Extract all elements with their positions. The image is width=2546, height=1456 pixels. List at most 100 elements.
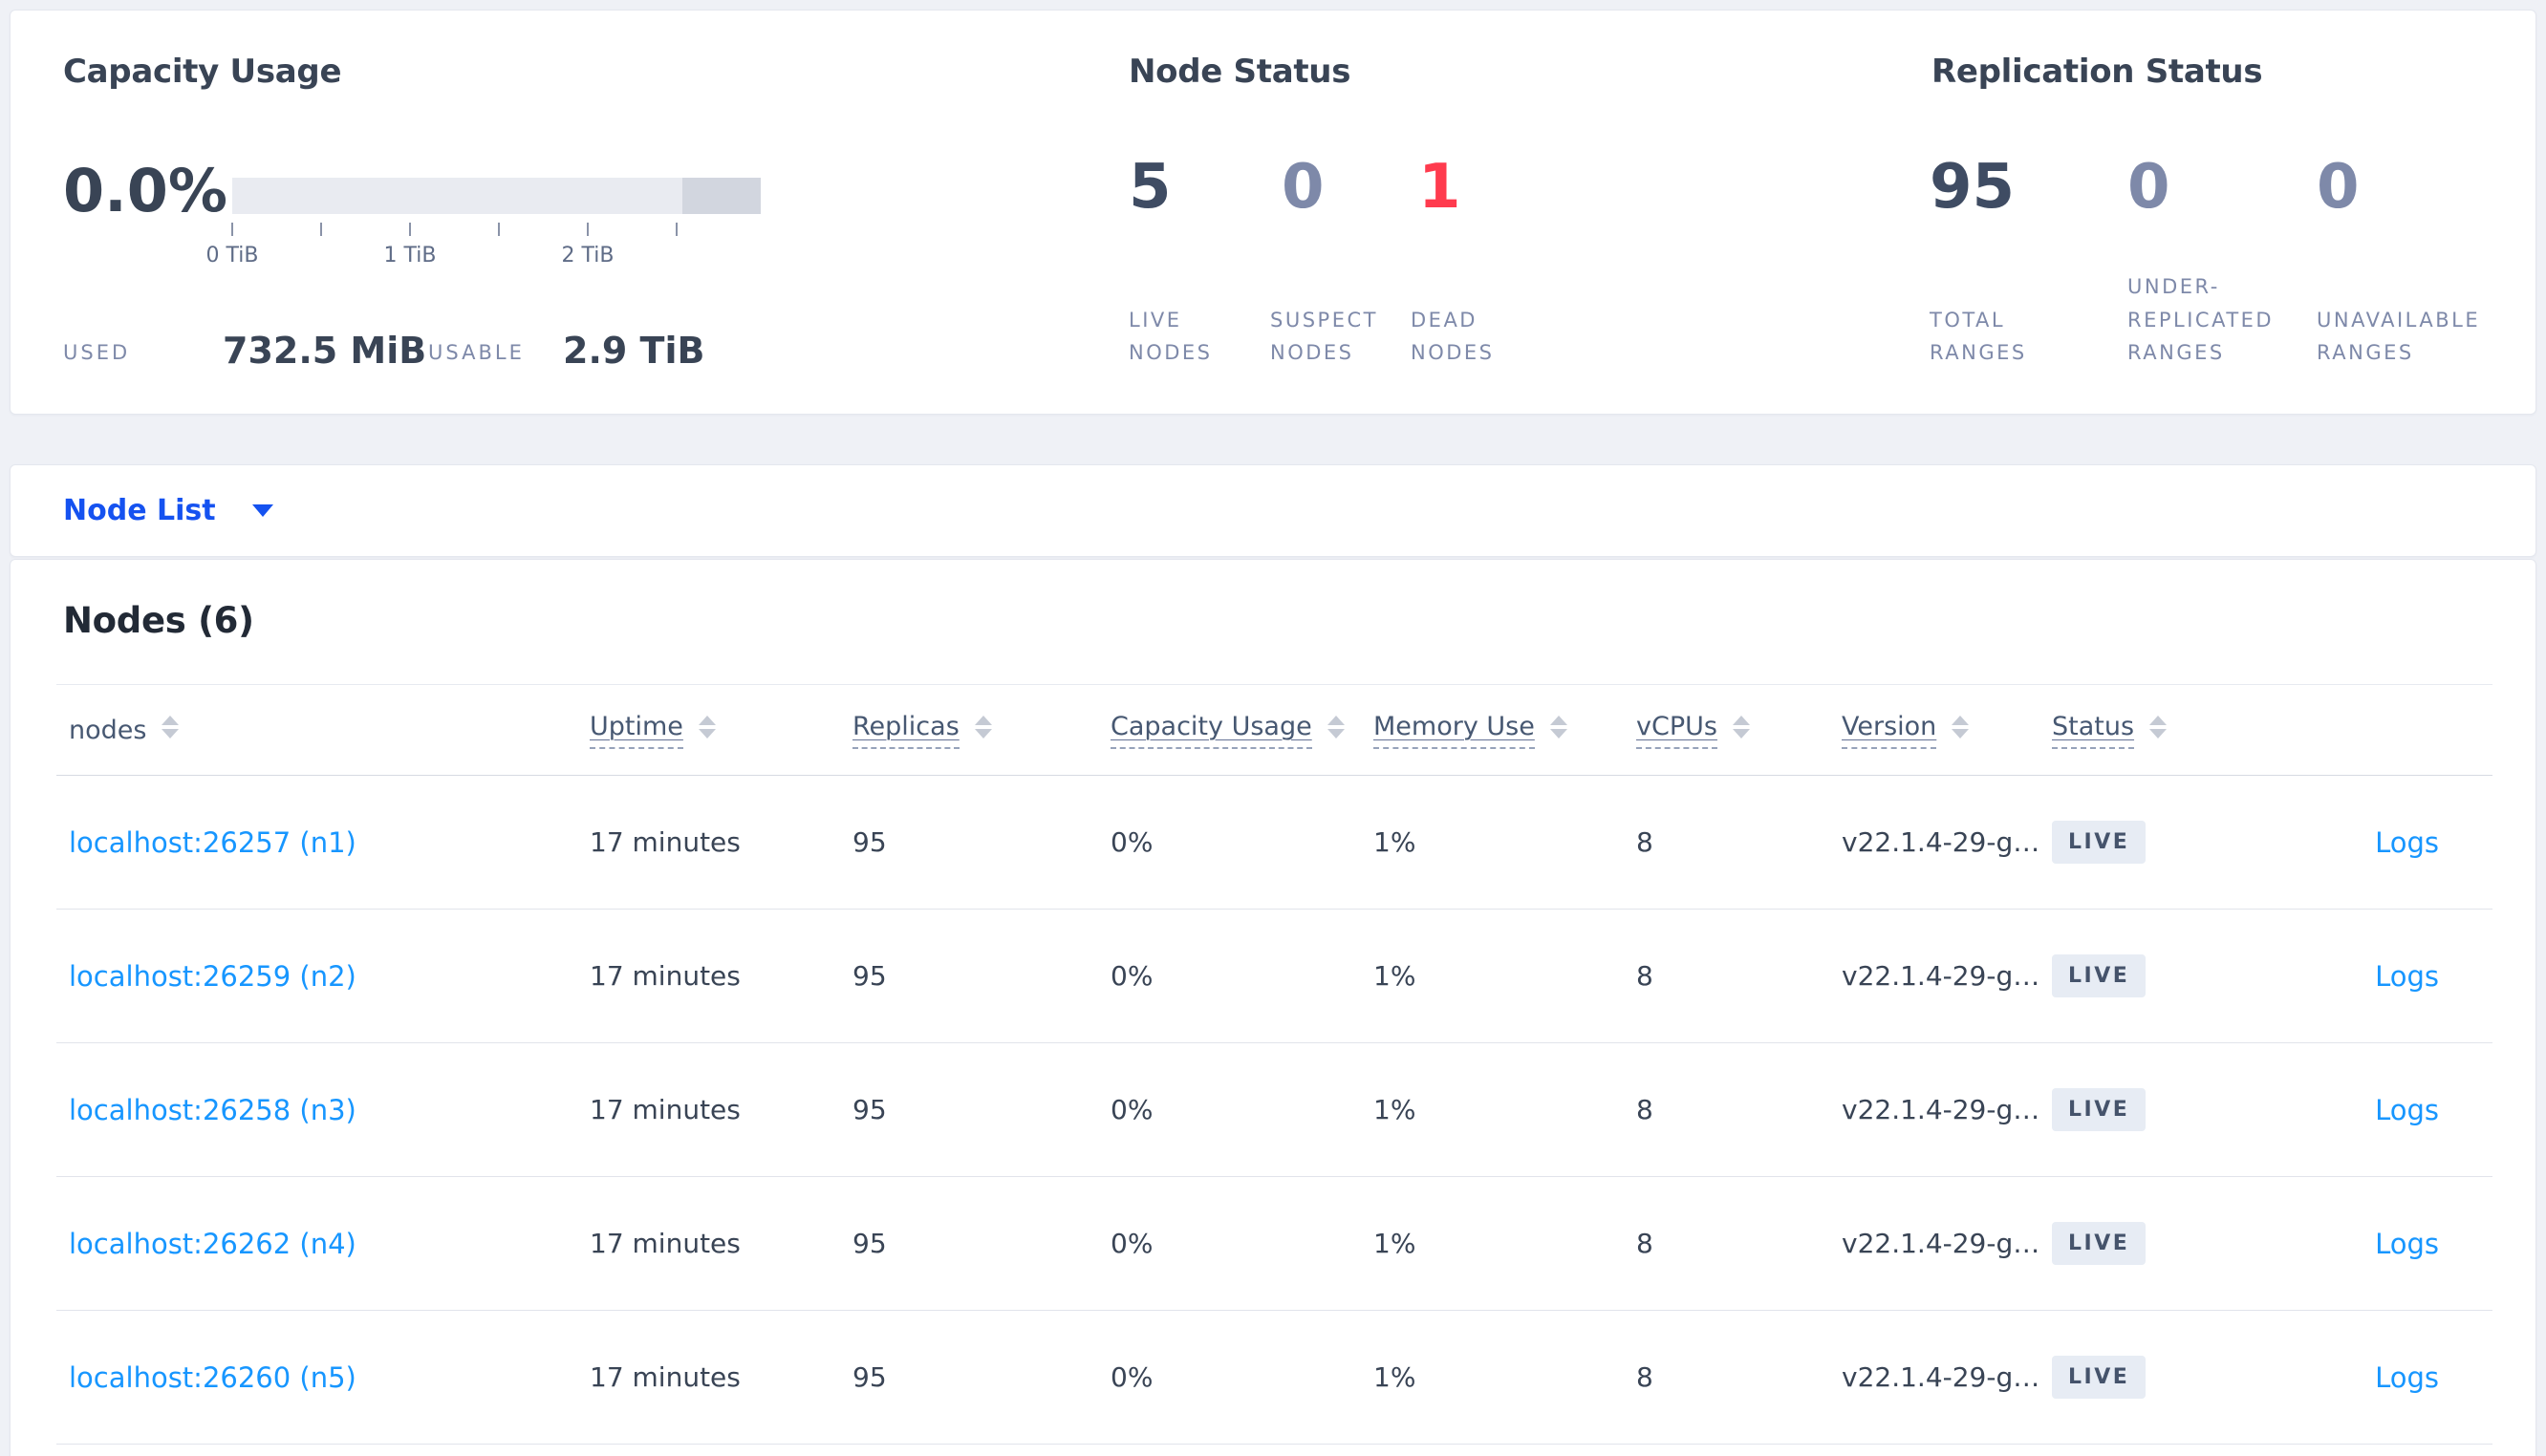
status-badge: LIVE <box>2052 1222 2147 1265</box>
axis-tick <box>320 223 322 236</box>
sort-icon[interactable] <box>698 716 716 739</box>
node-link[interactable]: localhost:26260 (n5) <box>69 1360 356 1394</box>
usable-value: 2.9 TiB <box>563 330 705 372</box>
node-list-dropdown[interactable]: Node List <box>63 494 216 527</box>
unavailable-ranges-label: UNAVAILABLE RANGES <box>2317 308 2481 365</box>
column-header-nodes[interactable]: nodes <box>56 716 590 745</box>
capacity-usage-title: Capacity Usage <box>63 53 342 91</box>
version-cell: v22.1.4-29-g… <box>1842 960 2040 992</box>
uptime-cell: 17 minutes <box>590 1228 741 1259</box>
total-ranges-count: 95 <box>1930 152 2016 223</box>
axis-tick <box>676 223 678 236</box>
sort-icon[interactable] <box>1327 716 1345 739</box>
memory-use-cell: 1% <box>1373 826 1416 858</box>
memory-use-cell: 1% <box>1373 1361 1416 1393</box>
replicas-cell: 95 <box>852 826 887 858</box>
capacity-usage-cell: 0% <box>1111 960 1154 992</box>
dead-nodes-count: 1 <box>1418 152 1461 223</box>
vcpus-cell: 8 <box>1636 826 1653 858</box>
vcpus-cell: 8 <box>1636 1361 1653 1393</box>
capacity-usage-cell: 0% <box>1111 826 1154 858</box>
version-cell: v22.1.4-29-g… <box>1842 1228 2040 1259</box>
logs-link[interactable]: Logs <box>2375 959 2439 993</box>
sort-icon[interactable] <box>1732 716 1750 739</box>
replication-status-title: Replication Status <box>1931 53 2263 91</box>
uptime-cell: 17 minutes <box>590 1094 741 1125</box>
under-replicated-ranges-label: UNDER-REPLICATED RANGES <box>2127 275 2275 365</box>
capacity-usage-cell: 0% <box>1111 1094 1154 1125</box>
version-cell: v22.1.4-29-g… <box>1842 826 2040 858</box>
status-badge: LIVE <box>2052 1356 2147 1399</box>
replicas-cell: 95 <box>852 1094 887 1125</box>
node-status-title: Node Status <box>1129 53 1351 91</box>
status-badge: LIVE <box>2052 954 2147 997</box>
column-header-status[interactable]: Status <box>2052 712 2257 749</box>
vcpus-cell: 8 <box>1636 1228 1653 1259</box>
axis-tick <box>498 223 500 236</box>
uptime-cell: 17 minutes <box>590 1361 741 1393</box>
replicas-cell: 95 <box>852 1228 887 1259</box>
column-header-version[interactable]: Version <box>1842 712 2052 749</box>
nodes-section-title: Nodes (6) <box>63 600 254 641</box>
logs-link[interactable]: Logs <box>2375 825 2439 859</box>
logs-link[interactable]: Logs <box>2375 1093 2439 1126</box>
capacity-usage-cell: 0% <box>1111 1361 1154 1393</box>
table-row <box>56 1445 2492 1456</box>
capacity-bar-reserved-segment <box>682 178 761 214</box>
node-link[interactable]: localhost:26259 (n2) <box>69 959 356 993</box>
vcpus-cell: 8 <box>1636 960 1653 992</box>
status-badge: LIVE <box>2052 821 2147 864</box>
nodes-panel: Nodes (6) nodes Uptime Replicas Capacity… <box>10 559 2536 1456</box>
live-nodes-count: 5 <box>1129 152 1172 223</box>
used-value: 732.5 MiB <box>223 330 427 372</box>
axis-tick <box>231 223 233 236</box>
axis-tick <box>409 223 411 236</box>
column-header-vcpus[interactable]: vCPUs <box>1636 712 1842 749</box>
version-cell: v22.1.4-29-g… <box>1842 1361 2040 1393</box>
sort-icon[interactable] <box>2149 716 2168 739</box>
table-row: localhost:26259 (n2) 17 minutes 95 0% 1%… <box>56 910 2492 1043</box>
sort-icon[interactable] <box>162 716 180 739</box>
used-label: USED <box>63 341 131 364</box>
table-header-row: nodes Uptime Replicas Capacity Usage Mem… <box>56 684 2492 776</box>
table-row: localhost:26262 (n4) 17 minutes 95 0% 1%… <box>56 1177 2492 1311</box>
logs-link[interactable]: Logs <box>2375 1360 2439 1394</box>
suspect-nodes-label: SUSPECT NODES <box>1270 308 1378 365</box>
replicas-cell: 95 <box>852 960 887 992</box>
table-row: localhost:26257 (n1) 17 minutes 95 0% 1%… <box>56 776 2492 910</box>
node-link[interactable]: localhost:26258 (n3) <box>69 1093 356 1126</box>
nodes-table: nodes Uptime Replicas Capacity Usage Mem… <box>56 684 2492 1456</box>
memory-use-cell: 1% <box>1373 1094 1416 1125</box>
cluster-summary-panel: Capacity Usage 0.0% 0 TiB 1 TiB 2 TiB US… <box>10 10 2536 415</box>
view-selector-bar: Node List <box>10 464 2536 557</box>
axis-tick <box>587 223 589 236</box>
table-row: localhost:26258 (n3) 17 minutes 95 0% 1%… <box>56 1043 2492 1177</box>
sort-icon[interactable] <box>1549 716 1567 739</box>
axis-tick-label: 0 TiB <box>205 244 259 268</box>
replicas-cell: 95 <box>852 1361 887 1393</box>
unavailable-ranges-count: 0 <box>2317 152 2360 223</box>
total-ranges-label: TOTAL RANGES <box>1930 308 2027 365</box>
axis-tick-label: 1 TiB <box>383 244 437 268</box>
dead-nodes-label: DEAD NODES <box>1411 308 1495 365</box>
node-link[interactable]: localhost:26262 (n4) <box>69 1227 356 1260</box>
table-row: localhost:26260 (n5) 17 minutes 95 0% 1%… <box>56 1311 2492 1445</box>
live-nodes-label: LIVE NODES <box>1129 308 1213 365</box>
capacity-used-percent: 0.0% <box>63 156 227 225</box>
caret-down-icon[interactable] <box>251 504 273 517</box>
sort-icon[interactable] <box>974 716 992 739</box>
memory-use-cell: 1% <box>1373 1228 1416 1259</box>
under-replicated-ranges-count: 0 <box>2127 152 2170 223</box>
sort-icon[interactable] <box>1952 716 1970 739</box>
axis-tick-label: 2 TiB <box>561 244 615 268</box>
column-header-uptime[interactable]: Uptime <box>590 712 852 749</box>
column-header-capacity-usage[interactable]: Capacity Usage <box>1111 712 1373 749</box>
node-link[interactable]: localhost:26257 (n1) <box>69 825 356 859</box>
column-header-replicas[interactable]: Replicas <box>852 712 1111 749</box>
memory-use-cell: 1% <box>1373 960 1416 992</box>
column-header-memory-use[interactable]: Memory Use <box>1373 712 1636 749</box>
logs-link[interactable]: Logs <box>2375 1227 2439 1260</box>
vcpus-cell: 8 <box>1636 1094 1653 1125</box>
usable-label: USABLE <box>428 341 525 364</box>
capacity-usage-cell: 0% <box>1111 1228 1154 1259</box>
